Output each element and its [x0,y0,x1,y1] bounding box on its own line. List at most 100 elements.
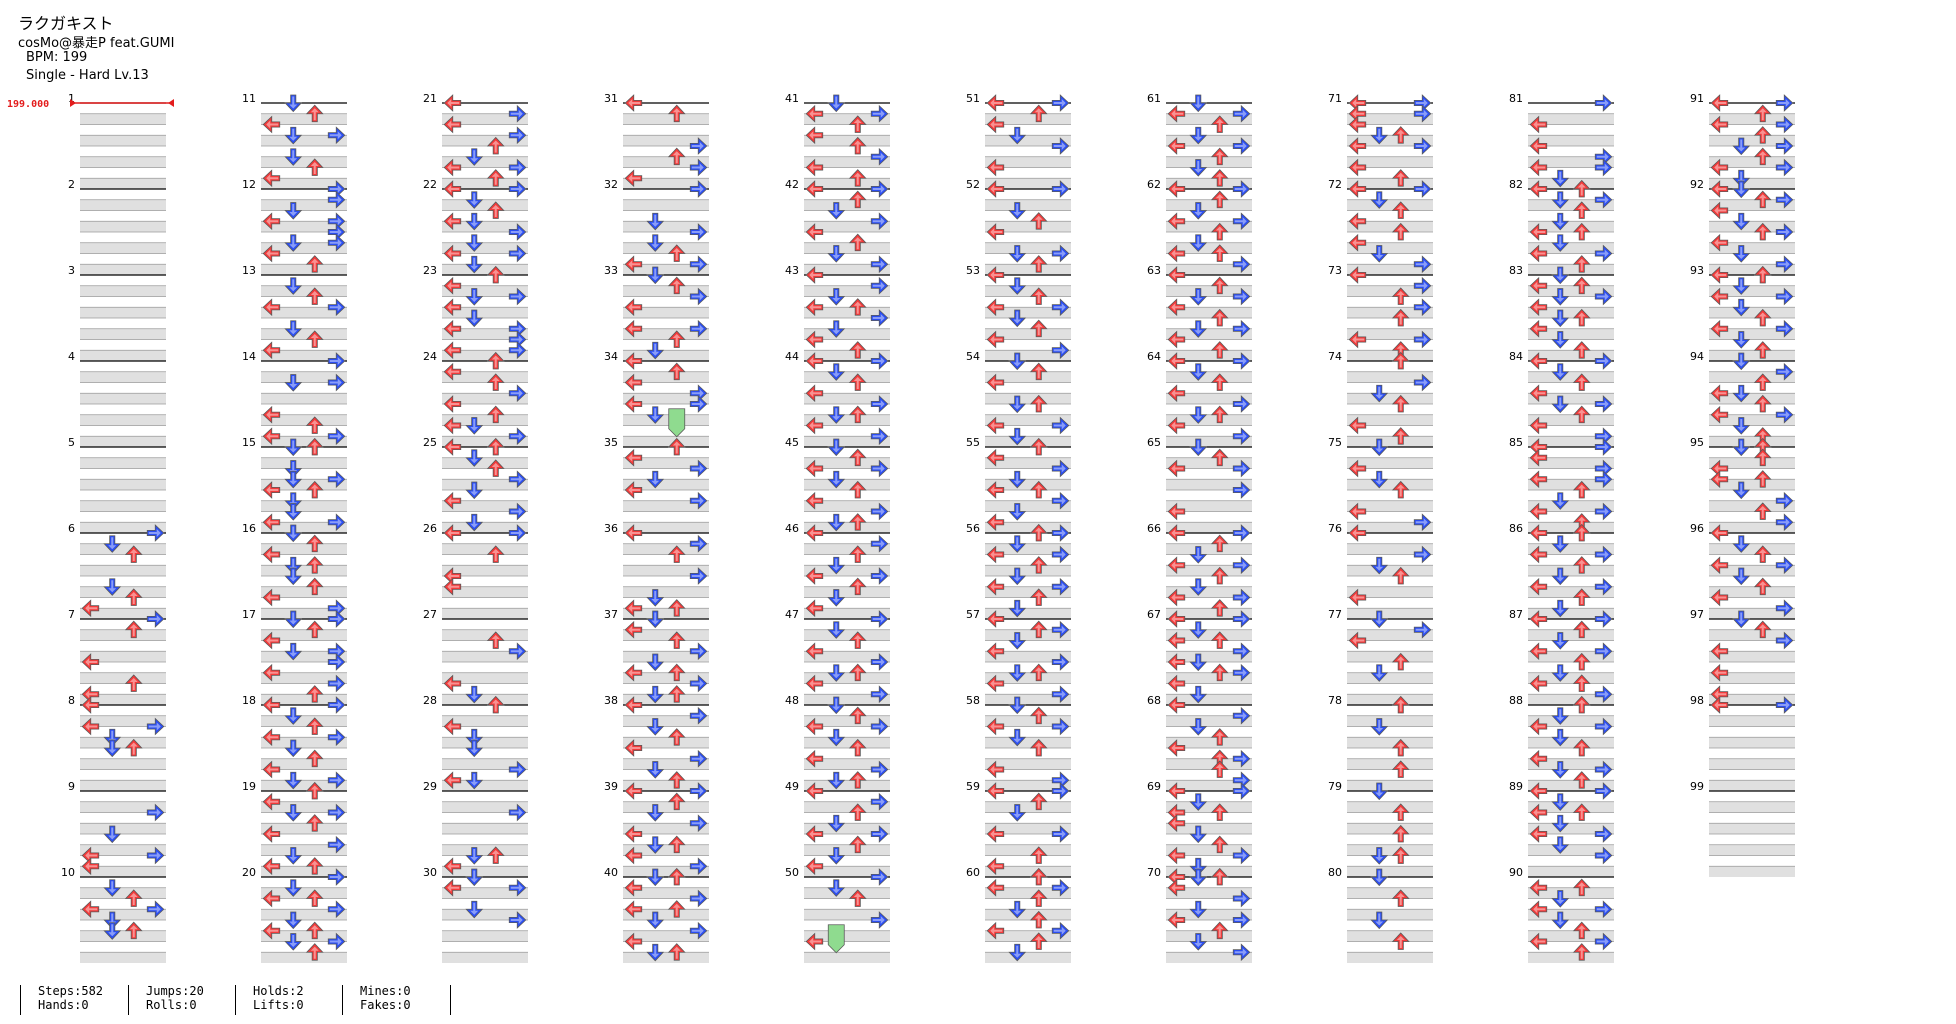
arrow-left-icon [1348,416,1367,435]
arrow-down-icon [103,825,122,844]
arrow-left-icon [1167,588,1186,607]
arrow-right-icon [1051,620,1070,639]
arrow-right-icon [327,470,346,489]
measure-number: 88 [1509,694,1523,707]
arrow-left-icon [443,438,462,456]
measure-number: 92 [1690,178,1704,191]
arrow-up-icon [1572,878,1591,897]
arrow-left-icon [262,921,281,940]
arrow-right-icon [1051,341,1070,360]
arrow-left-icon [1529,524,1548,542]
arrow-down-icon [1189,685,1208,704]
measure: 72 [1328,178,1433,275]
arrow-down-icon [465,148,484,166]
arrow-up-icon [1572,255,1591,273]
stat-jumps: Jumps:20 [146,984,204,998]
arrow-down-icon [1008,503,1027,521]
arrow-right-icon [1775,631,1794,650]
arrow-down-icon [465,288,484,306]
arrow-right-icon [1594,244,1613,263]
arrow-right-icon [1775,223,1794,241]
arrow-up-icon [1391,566,1410,585]
arrow-up-icon [848,706,867,725]
arrow-right-icon [1413,255,1432,274]
arrow-left-icon [1167,459,1186,478]
arrow-left-icon [624,620,643,639]
arrow-right-icon [508,803,527,822]
measure-number: 47 [785,608,799,621]
measure: 57 [966,608,1071,705]
arrow-down-icon [1008,352,1027,371]
arrow-down-icon [646,234,665,252]
arrow-right-icon [870,685,889,704]
measure: 81 [1509,92,1614,189]
arrow-down-icon [646,341,665,360]
arrow-left-icon [1529,448,1548,467]
measure-number: 38 [604,694,618,707]
arrow-down-icon [284,277,303,295]
arrow-left-icon [1710,556,1729,575]
arrow-right-icon [1051,244,1070,263]
measure-number: 91 [1690,92,1704,105]
arrow-down-icon [103,922,122,940]
arrow-left-icon [1710,201,1729,220]
arrow-right-icon [1775,556,1794,575]
arrow-up-icon [1391,169,1410,187]
arrow-down-icon [646,470,665,489]
arrow-up-icon [1029,556,1048,574]
arrow-left-icon [1529,717,1548,736]
arrow-left-icon [1167,610,1186,628]
arrow-down-icon [1189,202,1208,220]
arrow-up-icon [1391,351,1410,370]
arrow-right-icon [689,491,708,510]
measure-number: 18 [242,694,256,707]
arrow-right-icon [1594,438,1613,456]
measure-number: 71 [1328,92,1342,105]
arrow-down-icon [284,320,303,338]
arrow-right-icon [327,427,346,446]
measure-number: 53 [966,264,980,277]
arrow-up-icon [1753,394,1772,413]
arrow-right-icon [870,427,889,446]
arrow-right-icon [1775,190,1794,209]
arrow-right-icon [1775,287,1794,306]
arrow-up-icon [1753,265,1772,284]
arrow-right-icon [1232,352,1251,370]
arrow-right-icon [1594,642,1613,661]
arrow-up-icon [848,835,867,854]
arrow-left-icon [443,674,462,693]
measure-number: 16 [242,522,256,535]
arrow-down-icon [1189,868,1208,887]
arrow-down-icon [1370,556,1389,575]
measure-number: 72 [1328,178,1342,191]
arrow-right-icon [508,760,527,779]
arrow-right-icon [1051,180,1070,198]
arrow-left-icon [624,373,643,392]
arrow-left-icon [805,104,824,123]
arrow-left-icon [624,878,643,897]
measure-number: 58 [966,694,980,707]
arrow-up-icon [124,921,143,940]
arrow-left-icon [805,782,824,800]
measure-number: 99 [1690,780,1704,793]
arrow-right-icon [689,534,708,553]
arrow-right-icon [1232,212,1251,231]
arrow-right-icon [870,760,889,779]
arrow-left-icon [624,255,643,274]
measure-number: 3 [68,264,75,277]
arrow-down-icon [1370,782,1389,801]
arrow-left-icon [805,642,824,661]
measure: 69 [1147,780,1252,877]
arrow-left-icon [1529,276,1548,295]
arrow-right-icon [689,889,708,908]
arrow-up-icon [1210,190,1229,209]
arrow-left-icon [1529,932,1548,951]
arrow-down-icon [284,503,303,521]
arrow-up-icon [667,663,686,682]
arrow-right-icon [1232,255,1251,274]
arrow-right-icon [689,287,708,306]
arrow-left-icon [1167,696,1186,714]
arrow-up-icon [848,298,867,316]
measure: 93 [1690,264,1795,361]
arrow-down-icon [646,589,665,607]
